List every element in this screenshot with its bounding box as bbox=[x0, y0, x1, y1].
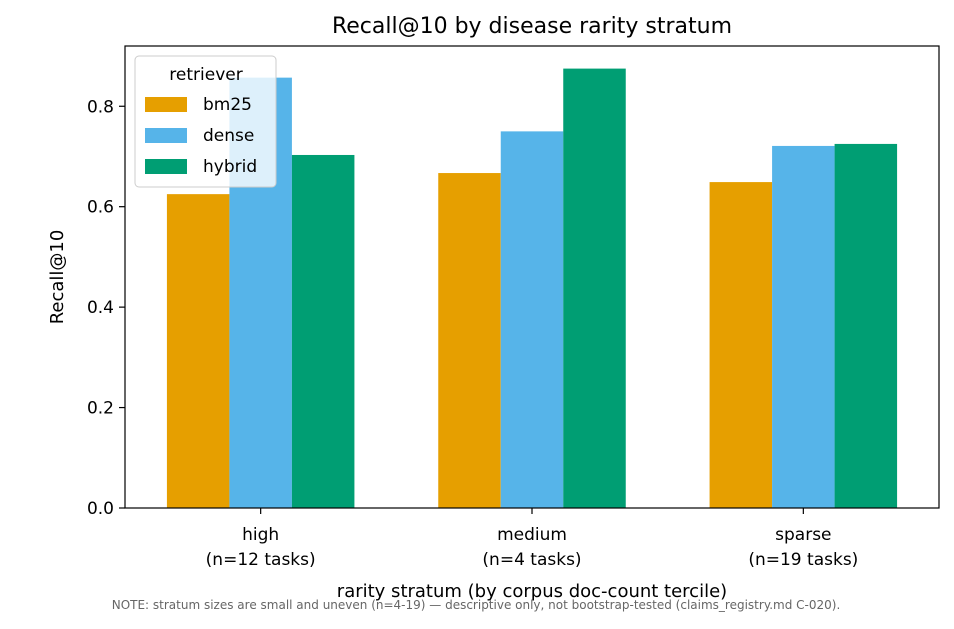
x-tick-label: sparse bbox=[775, 525, 831, 545]
legend-label-hybrid: hybrid bbox=[203, 157, 257, 177]
bar-bm25-high bbox=[166, 194, 230, 509]
bar-dense-sparse bbox=[772, 145, 835, 508]
y-tick-label: 0.0 bbox=[87, 499, 114, 519]
bar-dense-medium bbox=[500, 131, 564, 508]
y-axis: 0.0 0.2 0.4 0.6 0.8 bbox=[87, 97, 125, 519]
legend-label-dense: dense bbox=[203, 126, 254, 146]
legend: retriever bm25 dense hybrid bbox=[134, 55, 277, 188]
x-axis-label: rarity stratum (by corpus doc-count terc… bbox=[337, 581, 727, 602]
x-tick-label: (n=4 tasks) bbox=[482, 550, 581, 570]
footnote: NOTE: stratum sizes are small and uneven… bbox=[112, 598, 841, 612]
x-tick-label: (n=12 tasks) bbox=[206, 550, 316, 570]
legend-label-bm25: bm25 bbox=[203, 95, 252, 115]
legend-title: retriever bbox=[169, 65, 242, 85]
x-axis: high (n=12 tasks) medium (n=4 tasks) sparse (… bbox=[206, 508, 858, 570]
legend-swatch-bm25 bbox=[145, 97, 187, 112]
x-tick-label: medium bbox=[497, 525, 567, 545]
y-tick-label: 0.8 bbox=[87, 97, 114, 117]
bar-hybrid-high bbox=[291, 154, 355, 508]
x-tick-label: high bbox=[242, 525, 279, 545]
y-axis-label: Recall@10 bbox=[47, 230, 68, 325]
x-tick-label: (n=19 tasks) bbox=[748, 550, 858, 570]
bar-bm25-sparse bbox=[709, 182, 773, 509]
y-tick-label: 0.4 bbox=[87, 298, 114, 318]
y-tick-label: 0.6 bbox=[87, 198, 114, 218]
bar-bm25-medium bbox=[438, 173, 501, 509]
y-tick-label: 0.2 bbox=[87, 399, 114, 419]
legend-swatch-dense bbox=[145, 128, 187, 143]
bar-hybrid-medium bbox=[563, 68, 626, 508]
chart-title: Recall@10 by disease rarity stratum bbox=[332, 14, 732, 39]
legend-box bbox=[134, 55, 277, 188]
bars-group bbox=[166, 68, 898, 509]
bar-hybrid-sparse bbox=[834, 143, 898, 508]
legend-swatch-hybrid bbox=[145, 159, 187, 174]
